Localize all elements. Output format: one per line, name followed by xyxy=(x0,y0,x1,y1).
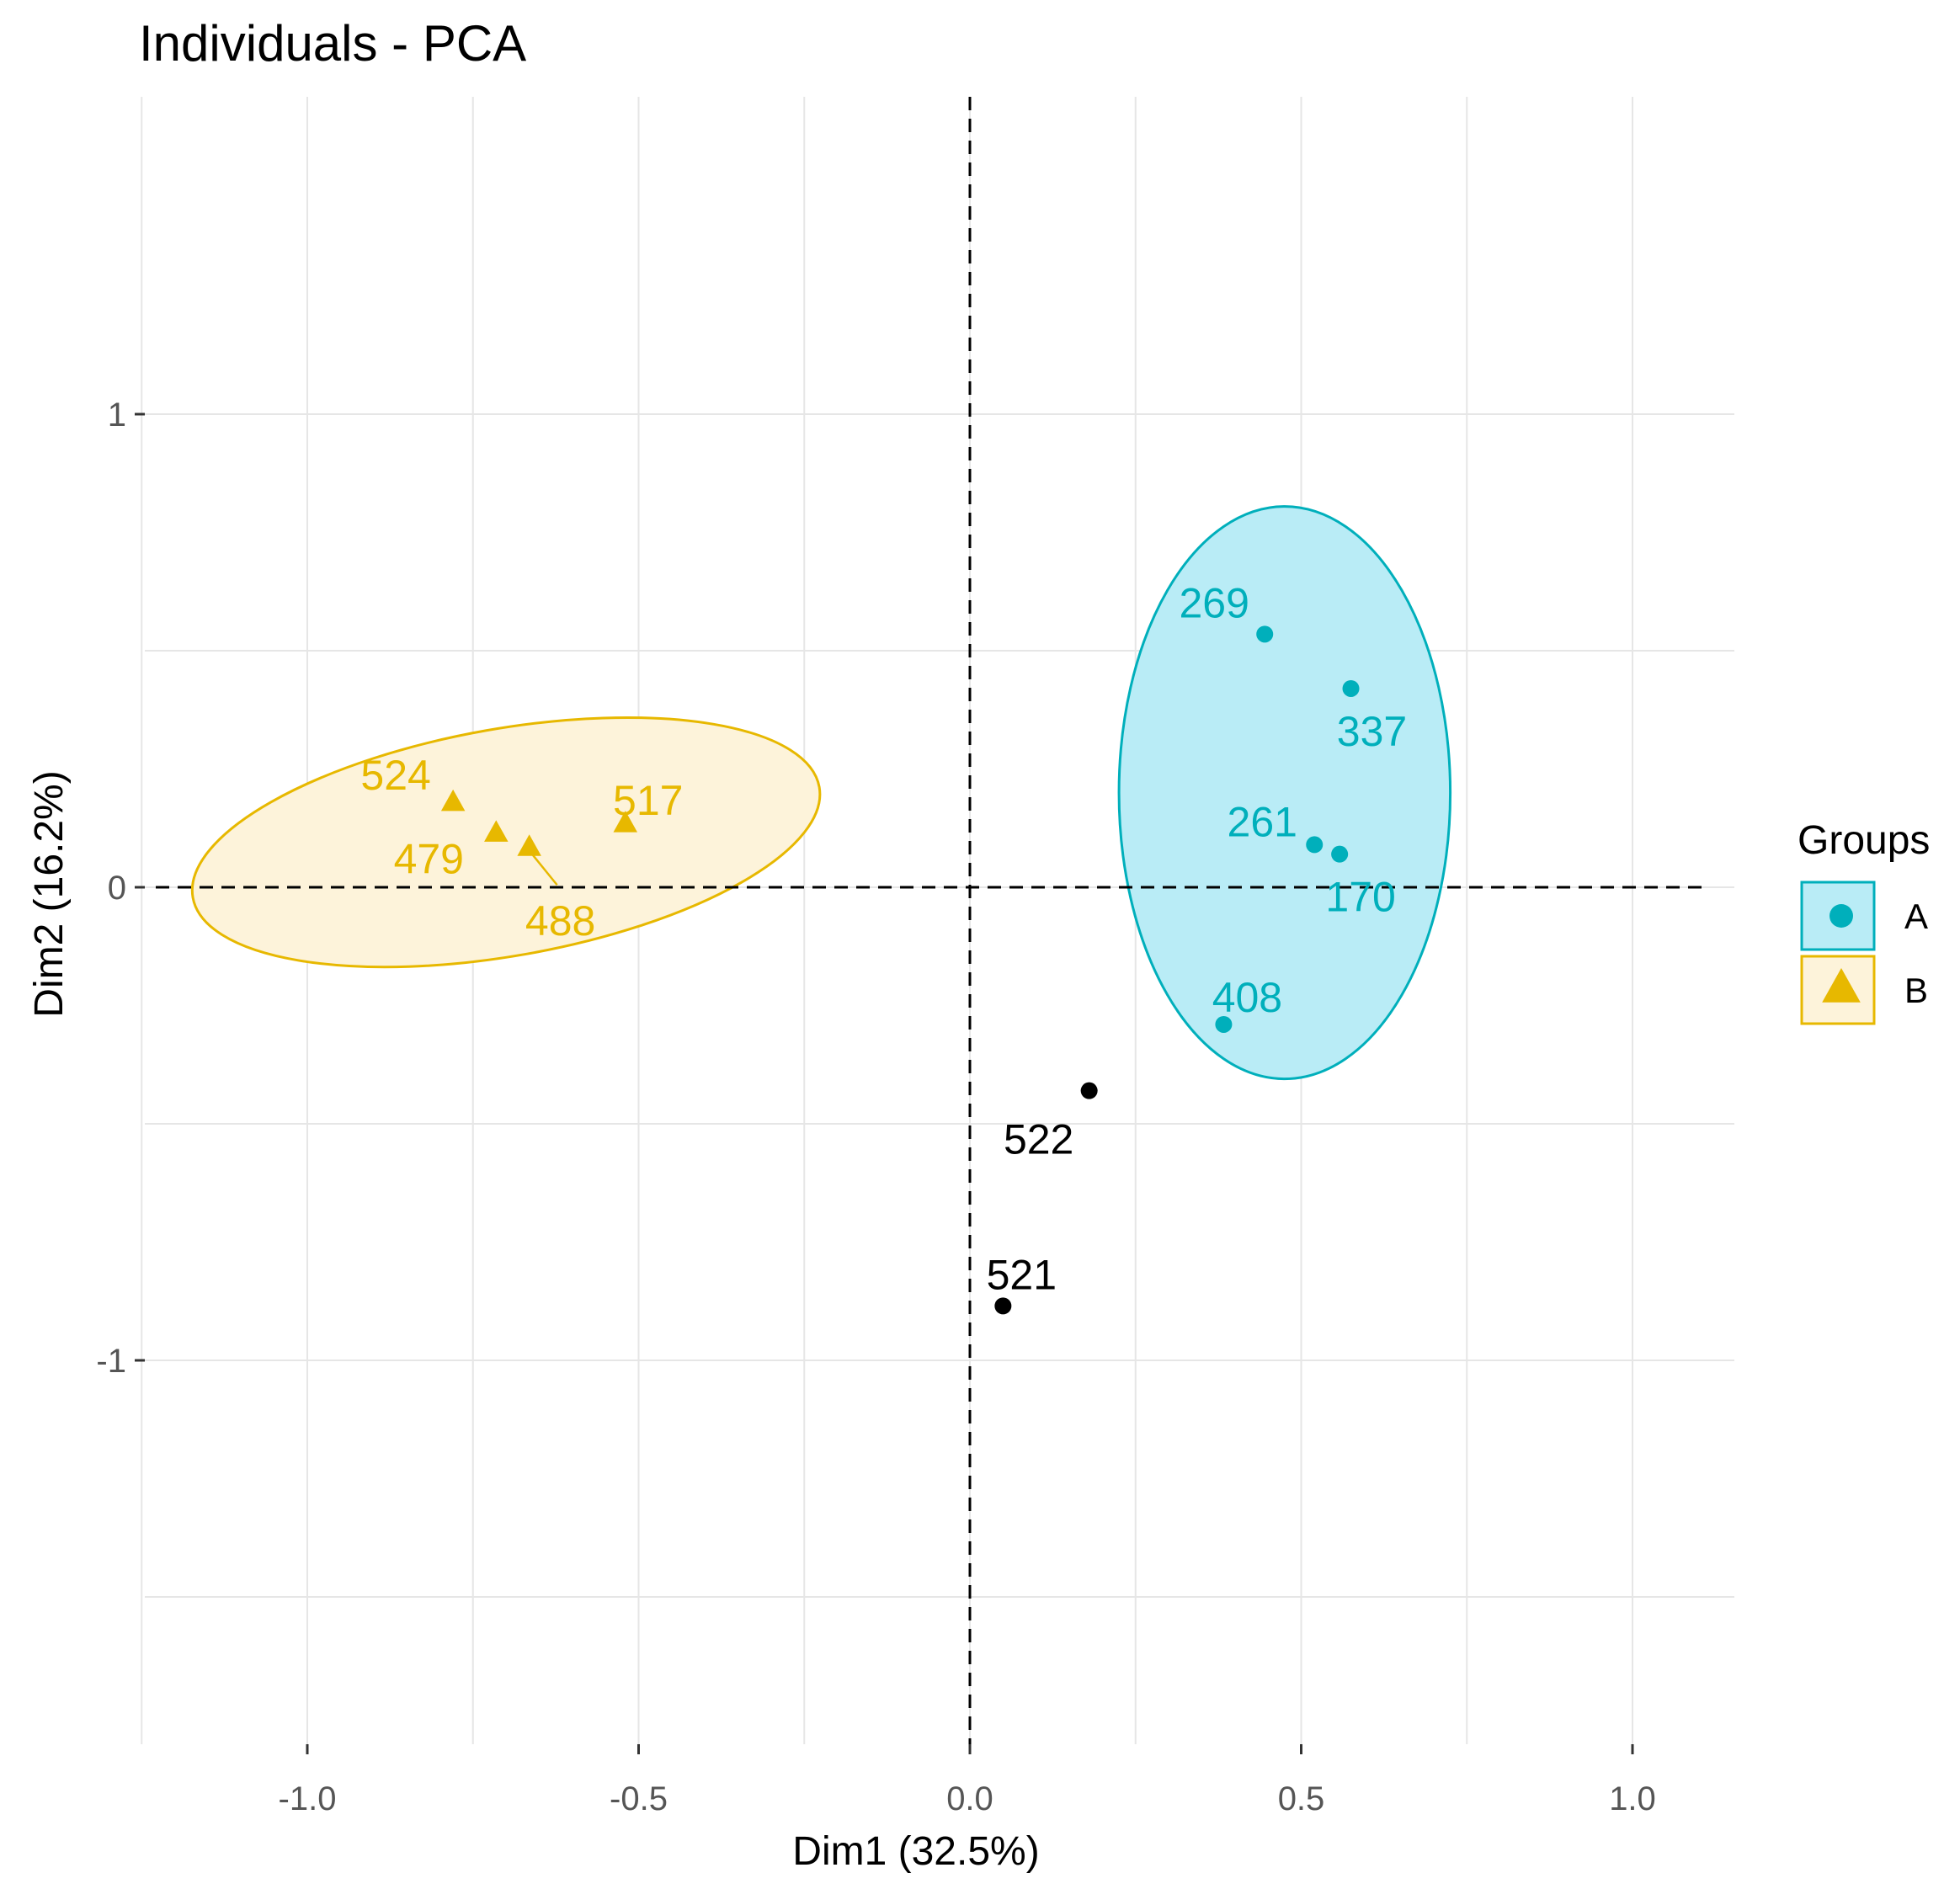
point-marker-269 xyxy=(1256,625,1274,643)
point-label-521: 521 xyxy=(987,1251,1057,1298)
legend-circle-icon xyxy=(1830,904,1853,928)
point-marker-170 xyxy=(1331,845,1349,863)
x-tick-label: -0.5 xyxy=(610,1780,668,1817)
point-label-261: 261 xyxy=(1228,798,1297,845)
data-points xyxy=(440,625,1360,1315)
label-connector-488 xyxy=(530,853,558,886)
point-marker-524 xyxy=(440,789,466,811)
chart-title: Individuals - PCA xyxy=(139,15,526,72)
point-marker-521 xyxy=(994,1297,1012,1315)
legend-label-a: A xyxy=(1904,897,1928,936)
legend: Groups AB xyxy=(1798,818,1930,1025)
y-axis-title: Dim2 (16.2%) xyxy=(27,770,72,1017)
legend-key-b xyxy=(1800,955,1876,1025)
reference-lines xyxy=(156,97,1709,1748)
axes: -1.0 -0.5 0.0 0.5 1.0 1 0 -1 xyxy=(96,396,1655,1817)
legend-triangle-icon xyxy=(1822,968,1861,1003)
point-label-522: 522 xyxy=(1004,1116,1073,1163)
point-label-479: 479 xyxy=(394,835,464,882)
point-marker-517 xyxy=(613,811,638,833)
point-labels: 269 337 261 170 408 524 479 488 517 522 521 xyxy=(360,579,1407,1298)
point-label-269: 269 xyxy=(1179,579,1249,626)
ellipse-group-b xyxy=(190,716,822,969)
legend-label-b: B xyxy=(1904,971,1928,1010)
x-tick-label: -1.0 xyxy=(279,1780,337,1817)
point-marker-408 xyxy=(1215,1015,1233,1033)
x-tick-label: 0.5 xyxy=(1278,1780,1325,1817)
point-label-337: 337 xyxy=(1337,708,1407,755)
x-tick-label: 0.0 xyxy=(946,1780,993,1817)
point-label-488: 488 xyxy=(525,897,595,944)
point-label-408: 408 xyxy=(1212,974,1282,1021)
x-axis-title: Dim1 (32.5%) xyxy=(792,1829,1039,1874)
point-label-517: 517 xyxy=(613,777,683,824)
point-marker-261 xyxy=(1306,836,1324,854)
point-marker-522 xyxy=(1080,1082,1098,1099)
ellipse-group-a xyxy=(1117,505,1452,1081)
point-marker-488 xyxy=(517,834,541,856)
y-tick-label: -1 xyxy=(96,1343,126,1380)
y-tick-label: 1 xyxy=(108,396,126,434)
point-label-524: 524 xyxy=(360,752,430,799)
confidence-ellipses xyxy=(190,505,1452,1081)
x-tick-label: 1.0 xyxy=(1609,1780,1656,1817)
legend-title: Groups xyxy=(1798,818,1930,863)
point-label-170: 170 xyxy=(1325,874,1395,921)
y-tick-label: 0 xyxy=(108,870,126,907)
point-marker-337 xyxy=(1342,679,1360,697)
point-marker-479 xyxy=(484,820,509,842)
